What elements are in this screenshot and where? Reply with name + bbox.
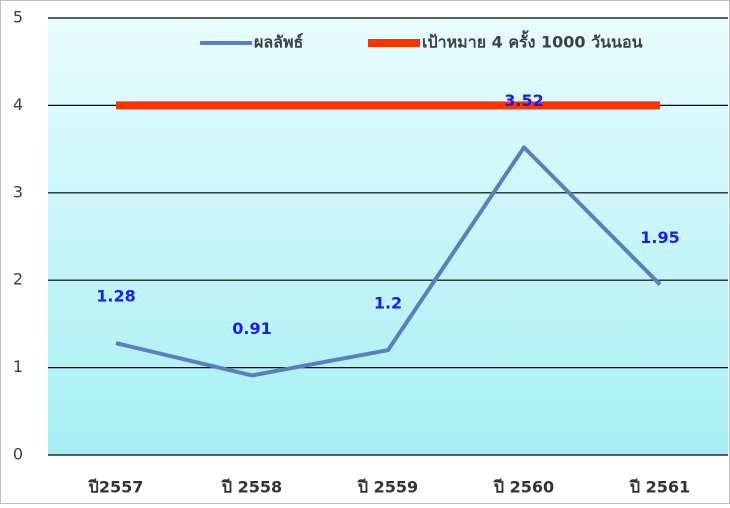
x-tick-label: ปี 2558	[220, 478, 282, 497]
data-label: 3.52	[504, 91, 543, 110]
plot-area	[48, 18, 728, 455]
legend-label: เป้าหมาย 4 ครั้ง 1000 วันนอน	[422, 30, 643, 52]
data-label: 1.28	[96, 287, 135, 306]
x-tick-label: ปี 2561	[628, 478, 690, 497]
y-tick-label: 1	[13, 357, 23, 376]
legend-label: ผลลัพธ์	[254, 33, 303, 52]
x-tick-label: ปี 2559	[356, 478, 418, 497]
y-tick-label: 4	[13, 95, 23, 114]
data-label: 0.91	[232, 319, 271, 338]
x-tick-label: ปี 2560	[492, 478, 554, 497]
y-tick-label: 0	[13, 445, 23, 464]
data-label: 1.2	[374, 294, 402, 313]
y-tick-label: 3	[13, 182, 23, 201]
y-tick-label: 5	[13, 8, 23, 27]
y-tick-label: 2	[13, 270, 23, 289]
data-label: 1.95	[640, 228, 679, 247]
x-tick-label: ปี2557	[87, 478, 143, 497]
series-line	[115, 145, 662, 378]
